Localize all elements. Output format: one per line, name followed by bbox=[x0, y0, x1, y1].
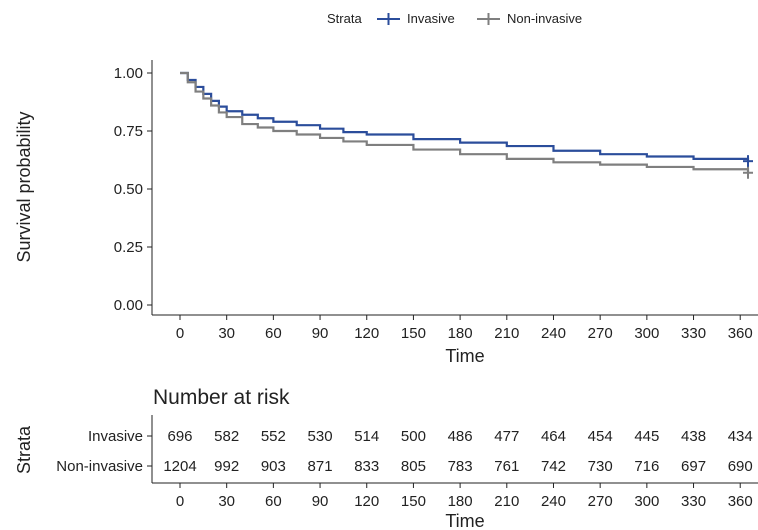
risk-cell: 761 bbox=[494, 458, 519, 475]
legend-label-non-invasive: Non-invasive bbox=[507, 11, 582, 26]
risk-cell: 805 bbox=[401, 458, 426, 475]
risk-x-tick-label: 90 bbox=[312, 493, 329, 510]
risk-cell: 486 bbox=[448, 428, 473, 445]
x-tick-label: 30 bbox=[218, 325, 235, 342]
risk-cell: 696 bbox=[167, 428, 192, 445]
risk-cell: 992 bbox=[214, 458, 239, 475]
risk-x-tick-label: 240 bbox=[541, 493, 566, 510]
risk-table-rows: Invasive 696 582 552 530 514 500 486 477 464 454 44… bbox=[56, 428, 752, 475]
risk-cell: 582 bbox=[214, 428, 239, 445]
y-tick-label: 0.00 bbox=[114, 297, 143, 314]
risk-x-tick-label: 360 bbox=[728, 493, 753, 510]
risk-y-axis-title: Strata bbox=[14, 425, 34, 474]
x-tick-label: 300 bbox=[634, 325, 659, 342]
risk-cell: 690 bbox=[728, 458, 753, 475]
risk-cell: 783 bbox=[448, 458, 473, 475]
risk-cell: 454 bbox=[588, 428, 613, 445]
x-tick-label: 150 bbox=[401, 325, 426, 342]
series-line-invasive bbox=[180, 71, 750, 162]
risk-cell: 438 bbox=[681, 428, 706, 445]
y-tick-label: 0.25 bbox=[114, 239, 143, 256]
x-tick-label: 180 bbox=[448, 325, 473, 342]
risk-cell: 434 bbox=[728, 428, 753, 445]
risk-cell: 552 bbox=[261, 428, 286, 445]
risk-row-label: Non-invasive bbox=[56, 458, 143, 475]
risk-cell: 833 bbox=[354, 458, 379, 475]
risk-x-tick-label: 0 bbox=[176, 493, 184, 510]
risk-cell: 903 bbox=[261, 458, 286, 475]
risk-cell: 730 bbox=[588, 458, 613, 475]
risk-cell: 697 bbox=[681, 458, 706, 475]
legend: Strata Invasive Non-invasive bbox=[327, 11, 582, 26]
risk-x-tick-label: 330 bbox=[681, 493, 706, 510]
risk-cell: 742 bbox=[541, 458, 566, 475]
risk-cell: 871 bbox=[308, 458, 333, 475]
risk-cell: 445 bbox=[634, 428, 659, 445]
x-tick-label: 270 bbox=[588, 325, 613, 342]
series-line-non-invasive bbox=[180, 71, 750, 173]
x-tick-label: 360 bbox=[728, 325, 753, 342]
risk-cell: 514 bbox=[354, 428, 379, 445]
risk-x-tick-label: 300 bbox=[634, 493, 659, 510]
risk-x-tick-label: 180 bbox=[448, 493, 473, 510]
x-tick-label: 90 bbox=[312, 325, 329, 342]
x-tick-label: 120 bbox=[354, 325, 379, 342]
risk-cell: 500 bbox=[401, 428, 426, 445]
legend-title: Strata bbox=[327, 11, 362, 26]
risk-cell: 1204 bbox=[163, 458, 196, 475]
y-tick-label: 1.00 bbox=[114, 65, 143, 82]
risk-x-axis-ticks: 0 30 60 90 120 150 180 210 240 270 300 330 360 bbox=[176, 483, 753, 510]
risk-x-tick-label: 30 bbox=[218, 493, 235, 510]
x-axis-title: Time bbox=[445, 346, 484, 366]
y-axis-title: Survival probability bbox=[14, 111, 34, 262]
x-tick-label: 210 bbox=[494, 325, 519, 342]
y-axis-ticks: 0.00 0.25 0.50 0.75 1.00 bbox=[114, 65, 152, 314]
risk-x-tick-label: 210 bbox=[494, 493, 519, 510]
x-tick-label: 240 bbox=[541, 325, 566, 342]
risk-table: Number at risk Strata Time Invasive 696 58… bbox=[14, 386, 758, 530]
x-tick-label: 0 bbox=[176, 325, 184, 342]
y-tick-label: 0.50 bbox=[114, 181, 143, 198]
survival-plot: 0.00 0.25 0.50 0.75 1.00 0 30 60 90 120 150 180 210… bbox=[14, 60, 758, 366]
risk-cell: 477 bbox=[494, 428, 519, 445]
survival-curves bbox=[180, 71, 753, 179]
risk-cell: 716 bbox=[634, 458, 659, 475]
risk-x-tick-label: 270 bbox=[588, 493, 613, 510]
x-axis-ticks: 0 30 60 90 120 150 180 210 240 270 300 330 360 bbox=[176, 315, 753, 342]
risk-x-tick-label: 60 bbox=[265, 493, 282, 510]
risk-row-label: Invasive bbox=[88, 428, 143, 445]
risk-x-axis-title: Time bbox=[445, 511, 484, 530]
risk-table-title: Number at risk bbox=[153, 386, 290, 409]
x-tick-label: 330 bbox=[681, 325, 706, 342]
x-tick-label: 60 bbox=[265, 325, 282, 342]
y-tick-label: 0.75 bbox=[114, 123, 143, 140]
risk-x-tick-label: 150 bbox=[401, 493, 426, 510]
risk-x-tick-label: 120 bbox=[354, 493, 379, 510]
risk-cell: 464 bbox=[541, 428, 566, 445]
risk-cell: 530 bbox=[308, 428, 333, 445]
legend-label-invasive: Invasive bbox=[407, 11, 455, 26]
